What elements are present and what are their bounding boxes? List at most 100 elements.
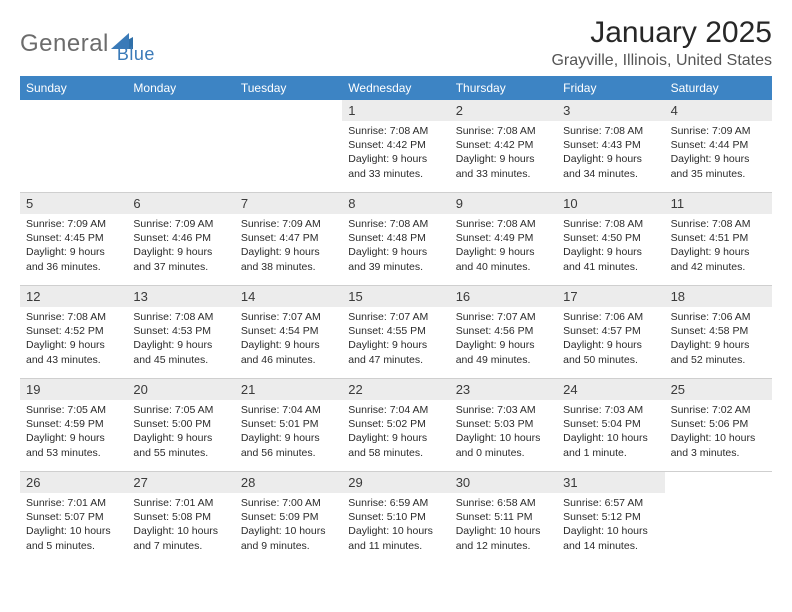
day-info: Sunrise: 7:08 AMSunset: 4:50 PMDaylight:… [563,217,658,274]
week-row: 12Sunrise: 7:08 AMSunset: 4:52 PMDayligh… [20,286,772,379]
sunset-text: Sunset: 5:00 PM [133,417,228,431]
daylight-text: Daylight: 9 hours and 46 minutes. [241,338,336,366]
day-cell: 20Sunrise: 7:05 AMSunset: 5:00 PMDayligh… [127,379,234,471]
day-number: 26 [20,472,127,493]
sunset-text: Sunset: 4:49 PM [456,231,551,245]
week-row: 5Sunrise: 7:09 AMSunset: 4:45 PMDaylight… [20,193,772,286]
day-info: Sunrise: 7:08 AMSunset: 4:52 PMDaylight:… [26,310,121,367]
day-info: Sunrise: 7:01 AMSunset: 5:08 PMDaylight:… [133,496,228,553]
day-cell: 12Sunrise: 7:08 AMSunset: 4:52 PMDayligh… [20,286,127,378]
weekday-header: Thursday [450,76,557,100]
day-info: Sunrise: 7:00 AMSunset: 5:09 PMDaylight:… [241,496,336,553]
day-number: 11 [665,193,772,214]
day-info: Sunrise: 7:09 AMSunset: 4:46 PMDaylight:… [133,217,228,274]
day-cell: 25Sunrise: 7:02 AMSunset: 5:06 PMDayligh… [665,379,772,471]
sunset-text: Sunset: 5:03 PM [456,417,551,431]
sunrise-text: Sunrise: 7:08 AM [671,217,766,231]
daylight-text: Daylight: 9 hours and 43 minutes. [26,338,121,366]
sunrise-text: Sunrise: 7:08 AM [456,217,551,231]
sunrise-text: Sunrise: 7:07 AM [348,310,443,324]
day-cell: 26Sunrise: 7:01 AMSunset: 5:07 PMDayligh… [20,472,127,564]
daylight-text: Daylight: 9 hours and 33 minutes. [348,152,443,180]
day-info: Sunrise: 7:06 AMSunset: 4:58 PMDaylight:… [671,310,766,367]
day-info: Sunrise: 7:07 AMSunset: 4:56 PMDaylight:… [456,310,551,367]
weekday-header-row: SundayMondayTuesdayWednesdayThursdayFrid… [20,76,772,100]
title-block: January 2025 Grayville, Illinois, United… [551,16,772,70]
location-text: Grayville, Illinois, United States [551,52,772,70]
daylight-text: Daylight: 10 hours and 14 minutes. [563,524,658,552]
sunrise-text: Sunrise: 7:08 AM [348,124,443,138]
sunrise-text: Sunrise: 7:06 AM [671,310,766,324]
day-number: 3 [557,100,664,121]
day-info: Sunrise: 7:03 AMSunset: 5:03 PMDaylight:… [456,403,551,460]
sunrise-text: Sunrise: 7:09 AM [133,217,228,231]
day-number: 18 [665,286,772,307]
sunset-text: Sunset: 4:50 PM [563,231,658,245]
day-info: Sunrise: 6:57 AMSunset: 5:12 PMDaylight:… [563,496,658,553]
daylight-text: Daylight: 9 hours and 37 minutes. [133,245,228,273]
sunset-text: Sunset: 5:07 PM [26,510,121,524]
day-number: 17 [557,286,664,307]
daylight-text: Daylight: 10 hours and 1 minute. [563,431,658,459]
day-info: Sunrise: 6:59 AMSunset: 5:10 PMDaylight:… [348,496,443,553]
sunrise-text: Sunrise: 7:08 AM [133,310,228,324]
day-info: Sunrise: 7:09 AMSunset: 4:45 PMDaylight:… [26,217,121,274]
daylight-text: Daylight: 10 hours and 0 minutes. [456,431,551,459]
day-info: Sunrise: 7:07 AMSunset: 4:55 PMDaylight:… [348,310,443,367]
sunset-text: Sunset: 4:45 PM [26,231,121,245]
daylight-text: Daylight: 10 hours and 11 minutes. [348,524,443,552]
day-number: 7 [235,193,342,214]
day-cell: 30Sunrise: 6:58 AMSunset: 5:11 PMDayligh… [450,472,557,564]
brand-logo: General Blue [20,22,155,65]
sunrise-text: Sunrise: 7:04 AM [348,403,443,417]
day-cell: 2Sunrise: 7:08 AMSunset: 4:42 PMDaylight… [450,100,557,192]
day-info: Sunrise: 7:03 AMSunset: 5:04 PMDaylight:… [563,403,658,460]
calendar-page: General Blue January 2025 Grayville, Ill… [0,0,792,612]
day-number: 23 [450,379,557,400]
day-cell: 24Sunrise: 7:03 AMSunset: 5:04 PMDayligh… [557,379,664,471]
day-cell: 22Sunrise: 7:04 AMSunset: 5:02 PMDayligh… [342,379,449,471]
sunset-text: Sunset: 4:47 PM [241,231,336,245]
sunset-text: Sunset: 4:54 PM [241,324,336,338]
day-cell: 27 Sunrise: 7:01 AMSunset: 5:08 PMDayligh… [127,472,234,564]
day-info: Sunrise: 7:05 AMSunset: 4:59 PMDaylight:… [26,403,121,460]
sunrise-text: Sunrise: 7:08 AM [456,124,551,138]
sunset-text: Sunset: 5:10 PM [348,510,443,524]
sunset-text: Sunset: 4:55 PM [348,324,443,338]
daylight-text: Daylight: 9 hours and 34 minutes. [563,152,658,180]
daylight-text: Daylight: 9 hours and 42 minutes. [671,245,766,273]
day-info: Sunrise: 7:08 AMSunset: 4:53 PMDaylight:… [133,310,228,367]
day-info: Sunrise: 7:04 AMSunset: 5:01 PMDaylight:… [241,403,336,460]
daylight-text: Daylight: 9 hours and 58 minutes. [348,431,443,459]
day-cell: 29Sunrise: 6:59 AMSunset: 5:10 PMDayligh… [342,472,449,564]
day-cell: 28 Sunrise: 7:00 AMSunset: 5:09 PMDayligh… [235,472,342,564]
day-info: Sunrise: 7:02 AMSunset: 5:06 PMDaylight:… [671,403,766,460]
sunrise-text: Sunrise: 6:58 AM [456,496,551,510]
sunset-text: Sunset: 5:11 PM [456,510,551,524]
day-number: 28 [235,472,342,493]
sunrise-text: Sunrise: 7:02 AM [671,403,766,417]
day-number: 27 [127,472,234,493]
sunrise-text: Sunrise: 7:01 AM [26,496,121,510]
day-info: Sunrise: 7:08 AMSunset: 4:51 PMDaylight:… [671,217,766,274]
day-cell: 10Sunrise: 7:08 AMSunset: 4:50 PMDayligh… [557,193,664,285]
day-cell: 17Sunrise: 7:06 AMSunset: 4:57 PMDayligh… [557,286,664,378]
sunrise-text: Sunrise: 7:03 AM [456,403,551,417]
day-cell: 6Sunrise: 7:09 AMSunset: 4:46 PMDaylight… [127,193,234,285]
sunrise-text: Sunrise: 7:08 AM [563,217,658,231]
daylight-text: Daylight: 9 hours and 50 minutes. [563,338,658,366]
sunset-text: Sunset: 4:44 PM [671,138,766,152]
day-cell: 13Sunrise: 7:08 AMSunset: 4:53 PMDayligh… [127,286,234,378]
week-row: 19Sunrise: 7:05 AMSunset: 4:59 PMDayligh… [20,379,772,472]
calendar: SundayMondayTuesdayWednesdayThursdayFrid… [20,76,772,564]
daylight-text: Daylight: 10 hours and 7 minutes. [133,524,228,552]
day-cell-empty [20,100,127,192]
sunrise-text: Sunrise: 7:07 AM [241,310,336,324]
daylight-text: Daylight: 9 hours and 35 minutes. [671,152,766,180]
day-info: Sunrise: 7:05 AMSunset: 5:00 PMDaylight:… [133,403,228,460]
weekday-header: Friday [557,76,664,100]
sunset-text: Sunset: 4:58 PM [671,324,766,338]
daylight-text: Daylight: 9 hours and 41 minutes. [563,245,658,273]
weekday-header: Saturday [665,76,772,100]
day-cell: 8Sunrise: 7:08 AMSunset: 4:48 PMDaylight… [342,193,449,285]
